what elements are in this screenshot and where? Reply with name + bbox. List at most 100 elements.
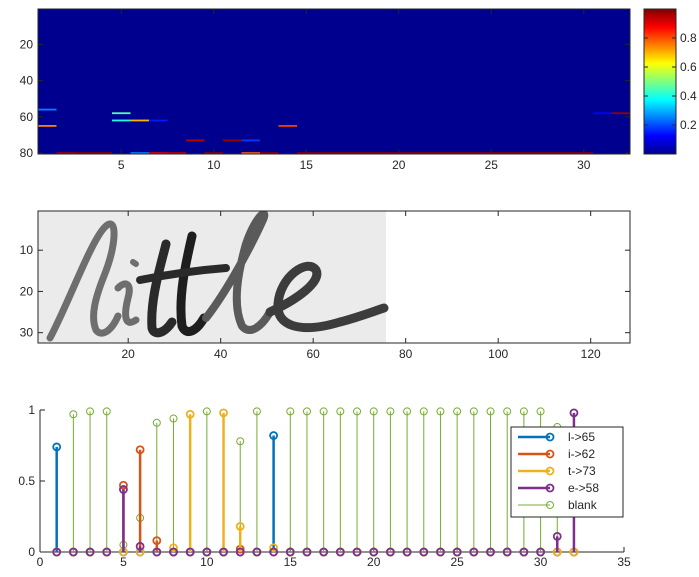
stem-marker [52,442,62,452]
stem-marker [436,407,445,416]
heatmap-ticks: 5 10 15 20 25 30 20 40 60 80 [20,9,630,172]
heatmap-cell [315,152,334,154]
stroke-i [114,280,140,326]
image-x-tick-label: 40 [214,347,228,361]
heatmap-cell [426,152,445,154]
image-x-tick-label: 100 [488,347,508,361]
heatmap-cell [223,139,242,142]
colorbar-tick-label: 0.6 [680,60,697,74]
legend-label: l->65 [568,430,595,444]
stem-marker [86,407,95,416]
heatmap-panel: 5 10 15 20 25 30 20 40 60 80 0.2 0.4 0.6 0.8 [20,8,697,172]
heatmap-cell [260,152,279,154]
stem-marker [102,407,111,416]
heatmap-cell [241,139,260,142]
stem-marker [369,547,379,557]
heatmap-cell [167,152,186,154]
stem-marker [252,407,261,416]
series-l-65 [52,431,579,557]
legend-marker [545,466,555,476]
image-x-tick-label: 80 [399,347,413,361]
series-t-73 [52,408,579,557]
stem-marker [102,547,112,557]
heatmap-cell [445,152,464,154]
stem-marker [169,547,178,557]
stem-marker [236,437,245,446]
heatmap-y-tick-label: 80 [20,146,34,160]
image-axes-box [37,210,631,344]
stem-marker [119,485,128,494]
heatmap-axes-box [37,8,631,155]
legend-marker [545,449,555,459]
stem-marker [252,547,262,557]
heatmap-cell [130,152,149,154]
colorbar-tick-label: 0.2 [680,118,697,132]
heatmap-cell [112,112,131,115]
heatmap-cell [130,119,149,122]
stem-marker [285,547,295,557]
heatmap-cell [75,152,94,154]
stem-x-tick-label: 5 [120,555,127,569]
heatmap-y-tick-label: 60 [20,110,34,124]
stem-marker [219,547,228,557]
heatmap-cell [56,152,75,154]
heatmap-cell [463,152,482,154]
colorbar-gradient [643,8,677,155]
handwriting-strokes [46,211,389,342]
series-i-62 [52,445,579,557]
stroke-t1 [147,239,177,338]
stroke-l2 [202,211,274,334]
stem-marker [269,543,279,553]
stem-marker [386,407,395,416]
stem-y-tick-label: 1 [28,403,35,417]
image-y-tick-label: 20 [20,284,34,298]
stem-marker [85,547,95,557]
stem-marker [552,531,562,541]
heatmap-cell [149,119,168,122]
heatmap-cell [93,152,112,154]
legend-marker [545,483,555,493]
legend-label: t->73 [568,464,596,478]
stroke-i-dot [130,259,139,267]
heatmap-cells [38,108,630,154]
stem-marker [68,547,78,557]
stem-x-tick-label: 20 [367,555,381,569]
heatmap-cell [519,152,538,154]
series-blank [52,407,578,556]
stem-marker [469,547,479,557]
stem-x-tick-label: 35 [617,555,631,569]
stem-marker [403,407,412,416]
stem-marker [469,407,478,416]
stem-marker [119,480,128,490]
colorbar-tick-label: 0.4 [680,89,697,103]
heatmap-cell [186,139,205,142]
stem-marker [235,522,245,531]
stem-marker [269,547,279,557]
stem-marker [169,543,178,553]
stem-marker [135,541,145,551]
stem-x-tick-label: 30 [534,555,548,569]
stem-marker [319,407,328,416]
stem-marker [536,547,545,557]
legend-label: blank [568,498,598,512]
stem-marker [152,536,162,546]
heatmap-x-tick-label: 25 [485,158,499,172]
stem-marker [336,407,345,416]
stem-marker [52,547,62,557]
stem-marker [169,414,178,423]
stem-marker [486,547,495,557]
stem-marker [385,547,395,557]
stroke-t-cross [136,264,230,284]
stem-marker [352,547,362,557]
stem-y-tick-label: 0.5 [18,474,35,488]
image-ticks: 20 40 60 80 100 120 10 20 30 [20,211,630,361]
legend-label: e->58 [568,481,599,495]
heatmap-background [38,9,630,154]
stem-marker [353,407,362,416]
stem-marker [135,445,145,455]
image-y-tick-label: 30 [20,326,34,340]
stem-marker [402,547,412,557]
stem-marker [302,547,312,557]
handwriting-image [38,211,389,343]
stem-x-tick-label: 10 [200,555,214,569]
